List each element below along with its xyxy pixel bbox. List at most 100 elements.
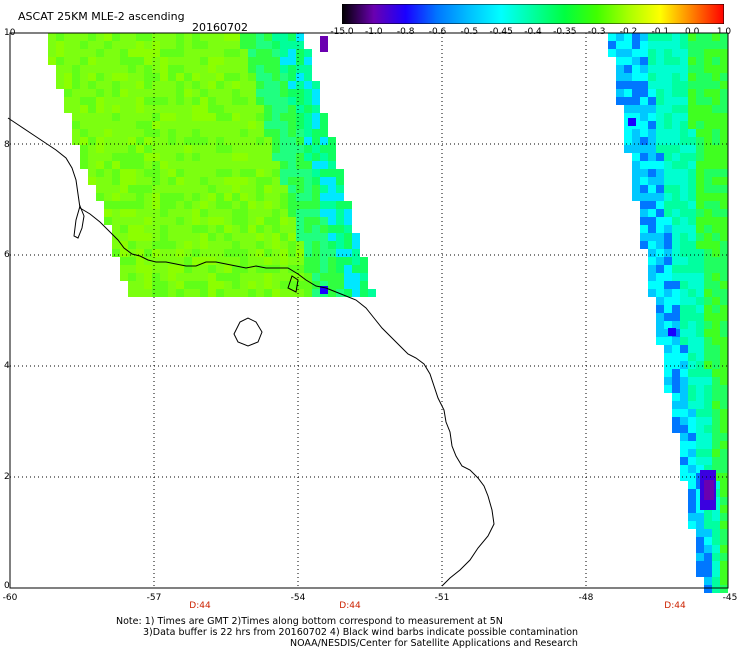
swath-cell [704,129,712,137]
swath-cell [168,81,176,89]
swath-cell [704,553,712,561]
swath-cell [616,97,624,105]
swath-cell [696,393,704,401]
swath-cell [224,193,232,201]
swath-cell [680,33,688,41]
swath-cell [256,217,264,225]
swath-cell [144,33,152,41]
swath-cell [632,105,640,113]
swath-cell [336,193,344,201]
swath-cell [672,41,680,49]
swath-cell [704,577,712,585]
swath-cell [296,49,304,57]
swath-cell [712,121,720,129]
swath-cell [672,385,680,393]
swath-cell [648,161,656,169]
swath-cell [144,57,152,65]
swath-cell [224,217,232,225]
swath-cell [680,161,688,169]
swath-cell [648,33,656,41]
swath-cell [640,145,648,153]
swath-cell [328,193,336,201]
swath-cell [248,273,256,281]
swath-cell [712,241,720,249]
swath-cell [128,97,136,105]
swath-cell [632,169,640,177]
swath-cell [688,281,696,289]
swath-cell [664,201,672,209]
swath-cell [168,273,176,281]
swath-cell [144,241,152,249]
swath-cell [680,361,688,369]
swath-cell [688,217,696,225]
product-date: 20160702 [192,21,248,34]
swath-cell [312,193,320,201]
swath-cell [208,105,216,113]
pass-time-label: D:44 [339,601,361,611]
lat-label: 10 [4,28,16,38]
swath-cell [168,209,176,217]
swath-cell [696,73,704,81]
swath-cell [160,57,168,65]
swath-cell [128,233,136,241]
swath-cell [88,97,96,105]
swath-cell [696,529,704,537]
swath-cell [280,233,288,241]
swath-cell [184,49,192,57]
swath-cell [720,585,728,593]
swath-cell [104,41,112,49]
swath-cell [680,177,688,185]
swath-cell [608,33,616,41]
swath-cell [680,81,688,89]
swath-cell [712,65,720,73]
swath-cell [136,129,144,137]
swath-cell [664,97,672,105]
swath-cell [256,113,264,121]
swath-cell [128,209,136,217]
swath-cell [680,385,688,393]
swath-cell [680,249,688,257]
swath-cell [176,113,184,121]
swath-cell [296,281,304,289]
swath-cell [672,417,680,425]
swath-cell [216,145,224,153]
swath-cell [272,209,280,217]
swath-cell [640,153,648,161]
swath-cell [240,81,248,89]
swath-cell [272,217,280,225]
product-title: ASCAT 25KM MLE-2 ascending [18,10,185,23]
swath-cell [704,313,712,321]
swath-cell [152,281,160,289]
swath-cell [296,177,304,185]
swath-cell [256,49,264,57]
swath-cell [256,65,264,73]
swath-cell [712,433,720,441]
swath-cell [720,529,728,537]
swath-cell [120,41,128,49]
swath-cell [224,161,232,169]
swath-cell [96,97,104,105]
swath-cell [672,217,680,225]
swath-cell [704,401,712,409]
swath-cell [648,225,656,233]
swath-cell [344,233,352,241]
swath-cell [216,185,224,193]
swath-cell [672,49,680,57]
swath-cell [192,185,200,193]
swath-cell [712,161,720,169]
swath-cell [168,57,176,65]
swath-cell [704,529,712,537]
swath-cell [256,105,264,113]
swath-cell [288,265,296,273]
swath-cell [288,97,296,105]
swath-cell [96,57,104,65]
swath-cell [240,145,248,153]
swath-cell [208,273,216,281]
swath-cell [112,49,120,57]
swath-cell [312,257,320,265]
swath-cell [312,161,320,169]
swath-cell [256,145,264,153]
swath-cell [696,153,704,161]
swath-cell [344,257,352,265]
swath-cell [112,249,120,257]
